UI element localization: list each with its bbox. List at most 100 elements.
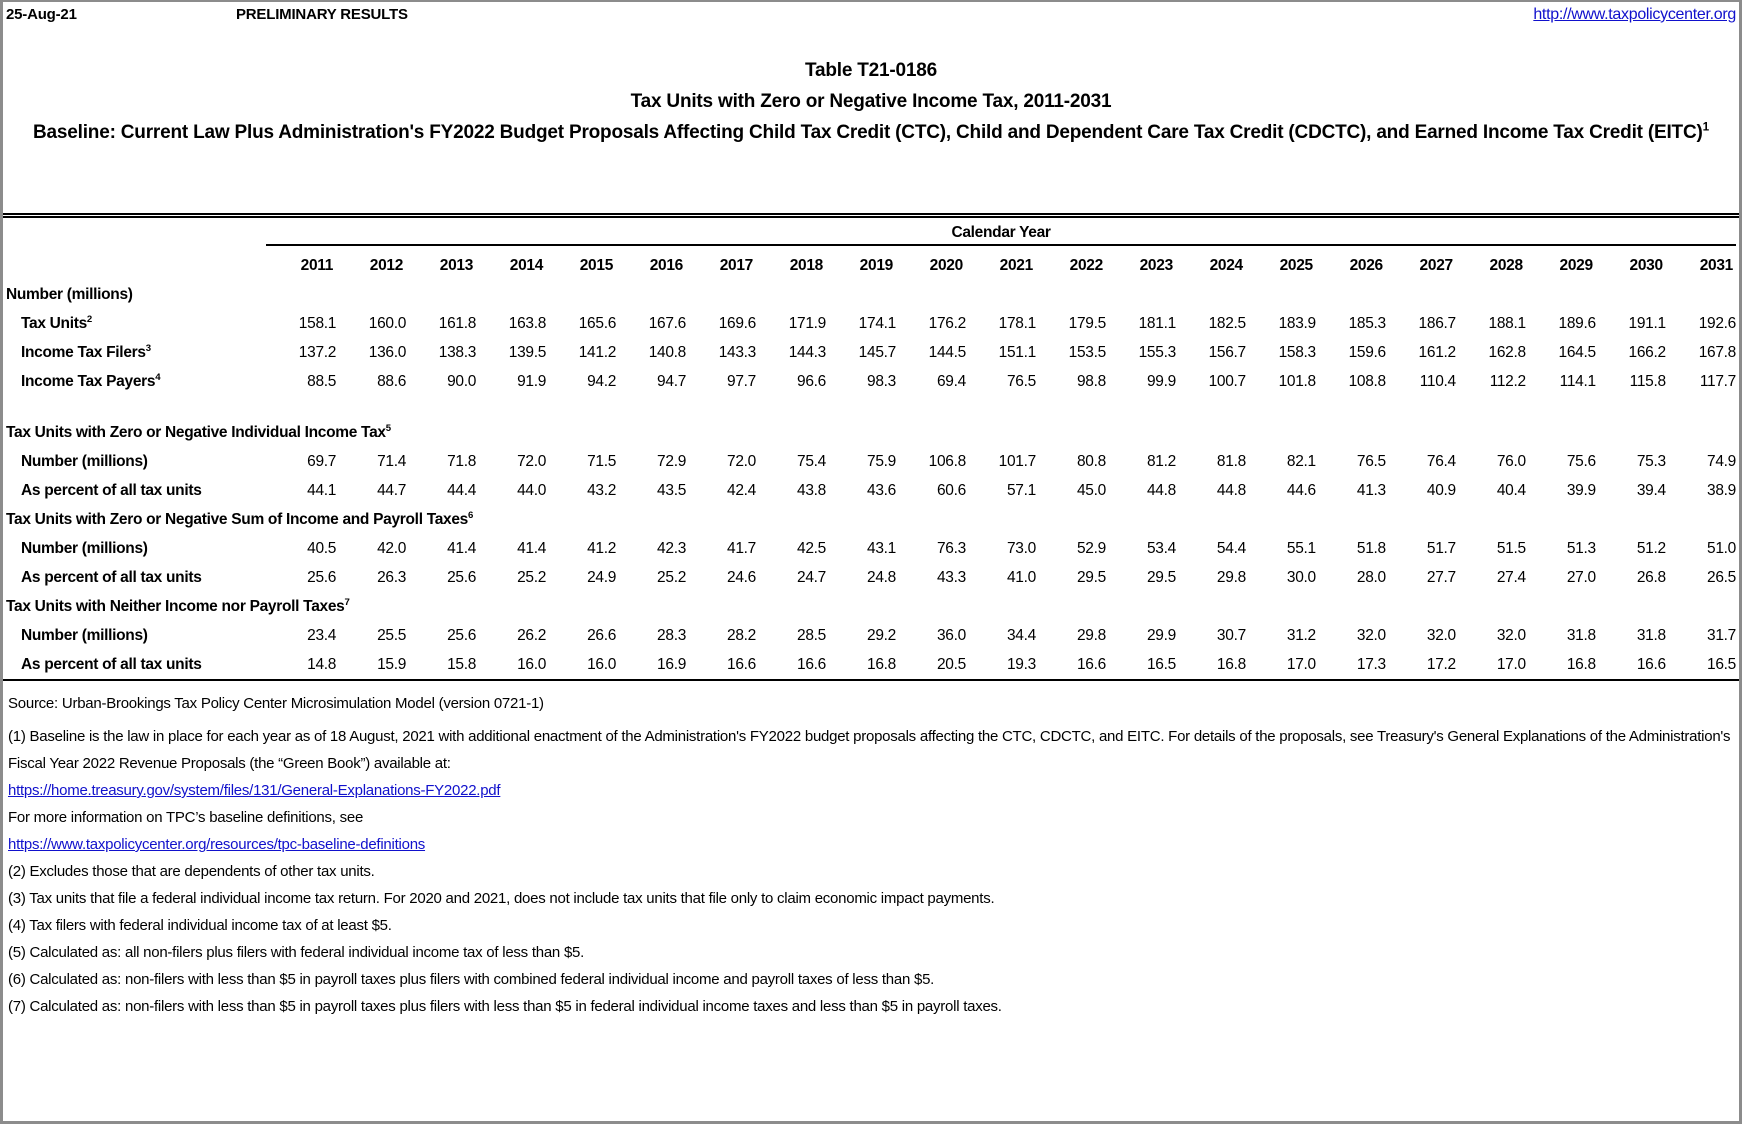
cell-2031: 117.7 bbox=[1699, 373, 1736, 390]
footnote-marker-4: 4 bbox=[155, 371, 161, 383]
cell-2026: 28.0 bbox=[1356, 569, 1386, 586]
cell-2015: 43.2 bbox=[587, 482, 617, 499]
cell-2012: 44.7 bbox=[377, 482, 407, 499]
empty-cell bbox=[966, 500, 1036, 529]
table-row: Tax Units with Neither Income nor Payrol… bbox=[6, 587, 1736, 616]
cell-2011: 40.5 bbox=[307, 540, 337, 557]
empty-cell bbox=[686, 500, 756, 529]
cell-2027: 186.7 bbox=[1418, 315, 1457, 332]
cell-2022: 29.8 bbox=[1076, 627, 1106, 644]
cell-2030: 166.2 bbox=[1628, 344, 1667, 361]
col-header-2024: 2024 bbox=[1209, 257, 1244, 274]
cell-2022: 153.5 bbox=[1068, 344, 1107, 361]
empty-cell bbox=[1176, 500, 1246, 529]
cell-2021: 101.7 bbox=[998, 453, 1037, 470]
row-label-tax-units: Tax Units2 bbox=[21, 313, 92, 332]
cell-2024: 54.4 bbox=[1216, 540, 1246, 557]
footnote-6: (6) Calculated as: non-filers with less … bbox=[8, 971, 935, 988]
cell-2022: 98.8 bbox=[1076, 373, 1106, 390]
cell-2020: 176.2 bbox=[928, 315, 967, 332]
footnote-1-link-row-a: https://home.treasury.gov/system/files/1… bbox=[8, 777, 1734, 804]
footnote-marker-1: 1 bbox=[1702, 120, 1710, 134]
cell-2029: 51.3 bbox=[1566, 540, 1596, 557]
cell-2018: 42.5 bbox=[797, 540, 826, 557]
cell-2030: 31.8 bbox=[1636, 627, 1666, 644]
cell-2020: 144.5 bbox=[928, 344, 967, 361]
empty-cell bbox=[756, 500, 826, 529]
cell-2019: 16.8 bbox=[867, 656, 896, 673]
year-header-spacer bbox=[6, 245, 266, 275]
empty-cell bbox=[826, 275, 896, 304]
empty-cell bbox=[476, 500, 546, 529]
cell-2011: 88.5 bbox=[307, 373, 337, 390]
empty-cell bbox=[1246, 275, 1316, 304]
empty-cell bbox=[1666, 500, 1736, 529]
cell-2017: 41.7 bbox=[727, 540, 756, 557]
empty-cell bbox=[1386, 413, 1456, 442]
empty-cell bbox=[1386, 275, 1456, 304]
cell-2027: 161.2 bbox=[1418, 344, 1457, 361]
empty-cell bbox=[1246, 500, 1316, 529]
empty-cell bbox=[1666, 275, 1736, 304]
tpc-baseline-definitions-link[interactable]: https://www.taxpolicycenter.org/resource… bbox=[8, 836, 426, 853]
cell-2026: 159.6 bbox=[1348, 344, 1387, 361]
table-row: Tax Units2 158.1 160.0 161.8 163.8 165.6 167.6… bbox=[6, 304, 1736, 333]
cell-2016: 94.7 bbox=[657, 373, 687, 390]
empty-cell bbox=[1596, 275, 1666, 304]
empty-cell bbox=[756, 413, 826, 442]
empty-cell bbox=[1386, 500, 1456, 529]
cell-2030: 26.8 bbox=[1636, 569, 1666, 586]
section-heading-tax-units-with-zero-or-negative-individual-incom: Tax Units with Zero or Negative Individu… bbox=[6, 422, 391, 441]
baseline-text-a: Baseline: Current Law Plus Administratio… bbox=[33, 122, 1410, 143]
row-label-number-millions: Number (millions) bbox=[21, 540, 148, 557]
empty-cell bbox=[476, 413, 546, 442]
table-row: As percent of all tax units 14.8 15.9 15.8 1… bbox=[6, 645, 1736, 674]
empty-cell bbox=[1526, 500, 1596, 529]
taxpolicycenter-link[interactable]: http://www.taxpolicycenter.org bbox=[1533, 6, 1736, 23]
cell-2015: 71.5 bbox=[587, 453, 617, 470]
data-table: Calendar Year 2011 2012 2013 2014 2015 2… bbox=[6, 218, 1736, 674]
cell-2025: 44.6 bbox=[1286, 482, 1316, 499]
cell-2019: 98.3 bbox=[867, 373, 896, 390]
cell-2017: 28.2 bbox=[727, 627, 756, 644]
spacer-cell bbox=[6, 391, 1736, 413]
cell-2031: 31.7 bbox=[1707, 627, 1736, 644]
table-row: Income Tax Payers4 88.5 88.6 90.0 91.9 94.2 94… bbox=[6, 362, 1736, 391]
col-header-2027: 2027 bbox=[1419, 257, 1454, 274]
section-heading-tax-units-with-neither-income-nor-payroll-taxes: Tax Units with Neither Income nor Payrol… bbox=[6, 596, 350, 615]
cell-2028: 27.4 bbox=[1496, 569, 1526, 586]
empty-cell bbox=[966, 275, 1036, 304]
footnote-marker-5: 5 bbox=[385, 422, 391, 434]
empty-cell bbox=[826, 413, 896, 442]
cell-2031: 167.8 bbox=[1698, 344, 1737, 361]
cell-2026: 51.8 bbox=[1356, 540, 1386, 557]
footnote-1-text-b: Treasury's General Explanations of the A… bbox=[8, 728, 1731, 772]
cell-2027: 51.7 bbox=[1426, 540, 1456, 557]
cell-2028: 76.0 bbox=[1496, 453, 1526, 470]
cell-2012: 88.6 bbox=[377, 373, 407, 390]
cell-2017: 97.7 bbox=[727, 373, 756, 390]
cell-2016: 72.9 bbox=[657, 453, 687, 470]
cell-2016: 16.9 bbox=[657, 656, 687, 673]
empty-cell bbox=[826, 500, 896, 529]
row-label-as-percent-of-all-tax-units: As percent of all tax units bbox=[21, 482, 202, 499]
empty-cell bbox=[966, 413, 1036, 442]
cell-2026: 108.8 bbox=[1348, 373, 1387, 390]
cell-2029: 31.8 bbox=[1566, 627, 1596, 644]
cell-2030: 115.8 bbox=[1629, 373, 1666, 390]
empty-cell bbox=[1106, 275, 1176, 304]
table-row: Number (millions) 40.5 42.0 41.4 41.4 41.2 42.… bbox=[6, 529, 1736, 558]
cell-2019: 43.1 bbox=[867, 540, 896, 557]
cell-2019: 75.9 bbox=[867, 453, 896, 470]
cell-2019: 43.6 bbox=[867, 482, 896, 499]
cell-2019: 24.8 bbox=[867, 569, 896, 586]
cell-2023: 81.2 bbox=[1146, 453, 1176, 470]
footnote-1-text-a: (1) Baseline is the law in place for eac… bbox=[8, 728, 1374, 745]
cell-2020: 76.3 bbox=[936, 540, 966, 557]
treasury-greenbook-link[interactable]: https://home.treasury.gov/system/files/1… bbox=[8, 782, 501, 799]
empty-cell bbox=[546, 413, 616, 442]
empty-cell bbox=[1036, 500, 1106, 529]
col-header-2031: 2031 bbox=[1699, 257, 1734, 274]
col-header-2012: 2012 bbox=[369, 257, 404, 274]
empty-cell bbox=[1316, 275, 1386, 304]
